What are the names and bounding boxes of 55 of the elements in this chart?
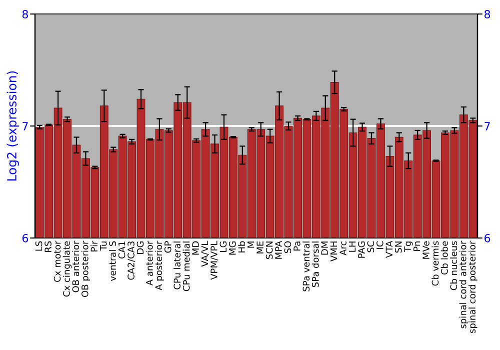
x-tick-label: Cb lobe bbox=[440, 241, 448, 274]
x-tick-label: MG bbox=[228, 242, 236, 255]
x-tick-label: ME bbox=[256, 241, 264, 254]
y-tick-label: 7 bbox=[22, 122, 28, 130]
x-tick-label: Pa bbox=[294, 242, 300, 250]
x-tick-label: PAG bbox=[358, 242, 365, 258]
y-tick-label: 6 bbox=[22, 234, 28, 242]
x-tick-label: SC bbox=[367, 241, 374, 252]
x-tick-label: VMH bbox=[330, 242, 338, 262]
x-tick-label: SPa dorsal bbox=[312, 242, 319, 288]
x-tick-label: MVe bbox=[422, 241, 430, 259]
x-tick-label: OB anterior bbox=[72, 240, 80, 292]
x-tick-label: A anterior bbox=[146, 240, 153, 286]
x-tick-label: Cx cingulate bbox=[62, 241, 72, 297]
x-tick-label: CA2/CA3 bbox=[128, 242, 136, 280]
x-tick-label: VPM/VPL bbox=[210, 240, 218, 280]
x-tick-label: Cx motor bbox=[54, 240, 61, 282]
x-tick-label: SO bbox=[284, 241, 292, 254]
x-tick-label: SN bbox=[394, 242, 402, 253]
x-tick-label: Pn bbox=[413, 242, 420, 251]
x-tick-label: spinal cord posterior bbox=[468, 240, 478, 334]
x-tick-label: Pir bbox=[90, 240, 98, 252]
x-tick-label: DM bbox=[321, 242, 328, 255]
x-tick-label: CPu medial bbox=[182, 242, 190, 292]
x-tick-label: OB posterior bbox=[81, 240, 90, 297]
x-tick-label: MPA bbox=[275, 240, 282, 259]
x-tick-label: IC bbox=[376, 241, 384, 249]
y2-tick-label: 8 bbox=[484, 10, 490, 18]
x-tick-label: Arc bbox=[340, 241, 346, 256]
x-tick-label: Tu bbox=[100, 242, 107, 251]
x-tick-label: LS bbox=[35, 241, 42, 251]
x-tick-label: CA1 bbox=[118, 242, 126, 258]
x-tick-label: VTA bbox=[386, 240, 392, 258]
x-tick-label: A posterior bbox=[155, 240, 164, 290]
x-tick-label: DG bbox=[136, 242, 144, 254]
x-tick-label: VA/VL bbox=[201, 240, 209, 267]
x-tick-label: Tg bbox=[404, 242, 413, 252]
x-tick-label: CPu lateral bbox=[174, 242, 181, 290]
y2-tick-label: 6 bbox=[484, 234, 490, 242]
y-tick-label: 8 bbox=[22, 10, 28, 18]
x-tick-label: M bbox=[248, 242, 254, 248]
x-tick-label: RS bbox=[44, 241, 52, 252]
x-tick-label: SCN bbox=[266, 242, 273, 259]
x-tick-label: MD bbox=[192, 241, 199, 255]
x-tick-label: SPa ventral bbox=[302, 242, 310, 292]
x-tick-label: LH bbox=[348, 242, 356, 252]
x-tick-label: Cb vermis bbox=[432, 241, 439, 286]
y2-tick-label: 7 bbox=[484, 122, 490, 130]
x-tick-label: spinal cord anterior bbox=[459, 240, 468, 328]
x-tick-label: Cb nucleus bbox=[450, 241, 458, 290]
y-axis-title: Log2 (expression) bbox=[6, 71, 19, 180]
x-tick-label: ventral S bbox=[108, 241, 116, 282]
x-tick-label: GP bbox=[164, 241, 172, 253]
x-tick-label: LG bbox=[220, 242, 227, 252]
x-tick-label: Hb bbox=[238, 241, 246, 252]
